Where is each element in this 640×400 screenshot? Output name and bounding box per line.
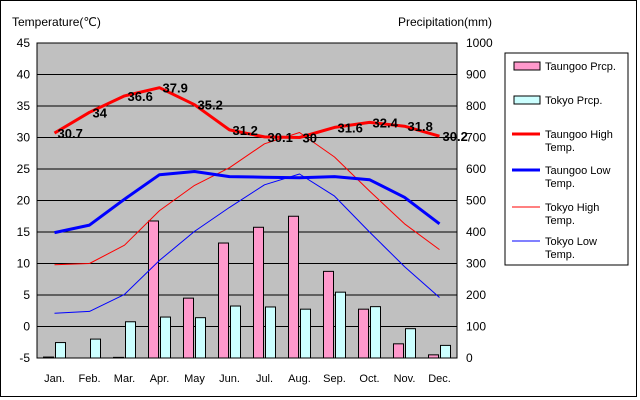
legend-label: Tokyo Low Temp. <box>545 236 597 261</box>
left-tick-label: 25 <box>17 162 31 176</box>
left-tick-label: 15 <box>17 225 31 239</box>
grid <box>37 74 457 327</box>
month-label: Dec. <box>428 373 451 385</box>
legend-swatch <box>513 61 541 71</box>
taungoo-prcp-bar <box>113 356 124 359</box>
month-label: Jan. <box>44 373 65 385</box>
right-tick-label: 400 <box>466 225 486 239</box>
month-label: Oct. <box>359 373 379 385</box>
tokyo-prcp-bar <box>90 338 101 359</box>
data-label: 37.9 <box>163 81 188 96</box>
right-tick-label: 500 <box>466 194 486 208</box>
data-label: 35.2 <box>198 98 223 113</box>
taungoo-low-line <box>54 170 441 235</box>
tokyo-prcp-bar <box>370 306 381 359</box>
tokyo-prcp-bar <box>160 316 171 359</box>
data-label: 30 <box>303 131 317 146</box>
left-tick-label: 5 <box>23 288 30 302</box>
month-label: May <box>184 373 205 385</box>
tokyo-prcp-bar <box>405 328 416 359</box>
data-label: 31.8 <box>408 119 433 134</box>
taungoo-prcp-bar <box>358 308 369 359</box>
legend-label: Tokyo High Temp. <box>545 202 599 227</box>
month-label: Nov. <box>394 373 416 385</box>
taungoo-prcp-bar <box>183 297 194 359</box>
taungoo-prcp-bar <box>218 242 229 359</box>
right-axis-title: Precipitation(mm) <box>398 15 492 29</box>
tokyo-prcp-bar <box>300 308 311 359</box>
month-label: Sep. <box>323 373 346 385</box>
month-label: Aug. <box>288 373 311 385</box>
tokyo-high-line <box>54 132 440 266</box>
data-labels: 30.7 34 36.6 37.9 35.2 31.2 30.1 30 31.6 32.4 31.8… <box>58 81 468 146</box>
taungoo-prcp-bar <box>428 354 439 359</box>
legend: Taungoo Prcp. Tokyo Prcp. Taungoo High Temp… <box>512 61 616 261</box>
left-tick-label: 35 <box>17 99 31 113</box>
left-tick-label: -5 <box>19 351 30 365</box>
right-tick-label: 200 <box>466 288 486 302</box>
left-tick-label: 0 <box>23 320 30 334</box>
month-label: Feb. <box>78 373 100 385</box>
month-label: Jun. <box>219 373 240 385</box>
month-labels: Jan. Feb. Mar. Apr. May Jun. Jul. Aug. Sep. Oct. N… <box>44 373 451 385</box>
month-label: Apr. <box>150 373 170 385</box>
legend-swatch <box>513 95 541 105</box>
right-tick-label: 300 <box>466 257 486 271</box>
data-label: 31.2 <box>233 123 258 138</box>
month-label: Mar. <box>114 373 135 385</box>
tokyo-low-line <box>54 173 440 314</box>
legend-label: Tokyo Prcp. <box>545 95 602 107</box>
month-label: Jul. <box>256 373 273 385</box>
right-tick-label: 900 <box>466 68 486 82</box>
tokyo-prcp-bar <box>55 342 66 359</box>
right-axis-ticks: 0 100 200 300 400 500 600 700 800 900 1000 <box>466 36 493 365</box>
taungoo-prcp-bar <box>43 356 54 359</box>
legend-label: Taungoo Low Temp. <box>545 165 610 190</box>
data-label: 30.7 <box>58 126 83 141</box>
data-label: 32.4 <box>373 115 399 130</box>
legend-box <box>504 52 629 266</box>
legend-label: Taungoo High Temp. <box>545 129 613 154</box>
tokyo-prcp-bar <box>265 306 276 359</box>
data-label: 31.6 <box>338 120 363 135</box>
data-label: 34 <box>93 105 108 120</box>
taungoo-high-line <box>53 86 440 139</box>
left-tick-label: 30 <box>17 131 31 145</box>
taungoo-prcp-bar <box>148 220 159 359</box>
left-tick-label: 10 <box>17 257 31 271</box>
taungoo-prcp-bar <box>253 226 264 359</box>
right-tick-label: 600 <box>466 162 486 176</box>
legend-label: Taungoo Prcp. <box>545 61 616 73</box>
tokyo-prcp-bar <box>335 291 346 359</box>
tokyo-prcp-bar <box>230 305 241 359</box>
right-tick-label: 700 <box>466 131 486 145</box>
bar-group <box>43 215 451 359</box>
left-axis-ticks: -5 0 5 10 15 20 25 30 35 40 45 <box>17 36 31 365</box>
tokyo-prcp-bar <box>125 321 136 359</box>
taungoo-prcp-bar <box>393 343 404 359</box>
taungoo-prcp-bar <box>323 270 334 359</box>
data-label: 36.6 <box>128 89 153 104</box>
tokyo-prcp-bar <box>195 317 206 359</box>
left-tick-label: 40 <box>17 68 31 82</box>
data-label: 30.1 <box>268 130 293 145</box>
right-tick-label: 1000 <box>466 36 493 50</box>
left-axis-title: Temperature(℃) <box>12 15 101 29</box>
left-tick-label: 20 <box>17 194 31 208</box>
right-tick-label: 0 <box>466 351 473 365</box>
line-group <box>53 86 441 314</box>
data-label: 30.2 <box>443 129 468 144</box>
taungoo-prcp-bar <box>288 215 299 359</box>
right-tick-label: 100 <box>466 320 486 334</box>
right-tick-label: 800 <box>466 99 486 113</box>
tokyo-prcp-bar <box>440 344 451 359</box>
left-tick-label: 45 <box>17 36 31 50</box>
